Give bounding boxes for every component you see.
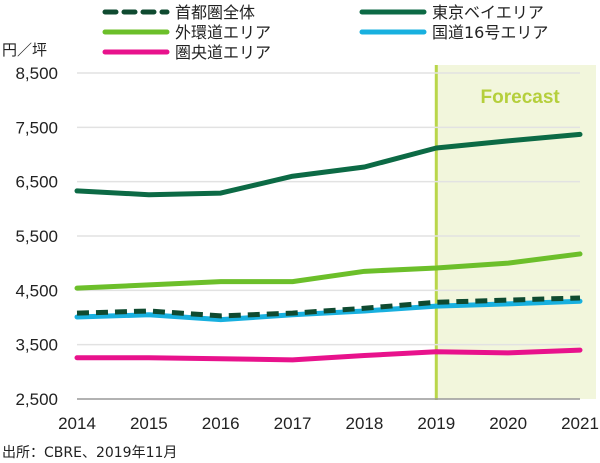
forecast-region: Forecast	[434, 65, 596, 400]
y-axis-unit-label: 円／坪	[2, 41, 47, 59]
series	[74, 131, 583, 363]
x-axis: 2014 2015 2016 2017 2018 2019 2020 2021	[58, 414, 599, 433]
x-tick-label: 2014	[58, 414, 96, 433]
y-tick-label: 5,500	[15, 227, 58, 246]
legend-label: 首都圏全体	[175, 3, 255, 22]
y-tick-label: 7,500	[15, 118, 58, 137]
x-tick-label: 2017	[274, 414, 312, 433]
grid	[77, 72, 580, 400]
legend-label: 圏央道エリア	[175, 43, 271, 62]
y-tick-label: 4,500	[15, 281, 58, 300]
y-tick-label: 6,500	[15, 173, 58, 192]
series-line-4	[74, 347, 583, 363]
x-tick-label: 2020	[489, 414, 527, 433]
legend-label: 国道16号エリア	[432, 23, 548, 42]
legend-item: 国道16号エリア	[359, 23, 548, 42]
y-tick-label: 3,500	[15, 336, 58, 355]
legend-item: 外環道エリア	[102, 23, 271, 42]
x-tick-label: 2015	[130, 414, 168, 433]
x-tick-label: 2018	[346, 414, 384, 433]
legend-label: 東京ベイエリア	[432, 3, 544, 22]
x-tick-label: 2021	[561, 414, 599, 433]
source-note: 出所：CBRE、2019年11月	[2, 445, 177, 461]
forecast-label: Forecast	[481, 87, 561, 108]
x-tick-label: 2016	[202, 414, 240, 433]
y-tick-label: 2,500	[15, 390, 58, 409]
legend-item: 首都圏全体	[102, 3, 255, 22]
legend-label: 外環道エリア	[175, 23, 271, 42]
series-line-1	[74, 131, 583, 198]
series-line-2	[74, 251, 583, 291]
forecast-shading	[436, 65, 596, 399]
legend-item: 東京ベイエリア	[359, 3, 544, 22]
y-axis: 8,500 7,500 6,500 5,500 4,500 3,500 2,500	[15, 64, 58, 409]
x-tick-label: 2019	[417, 414, 455, 433]
series-line-0	[76, 295, 581, 319]
y-tick-label: 8,500	[15, 64, 58, 83]
legend-item: 圏央道エリア	[102, 43, 271, 62]
